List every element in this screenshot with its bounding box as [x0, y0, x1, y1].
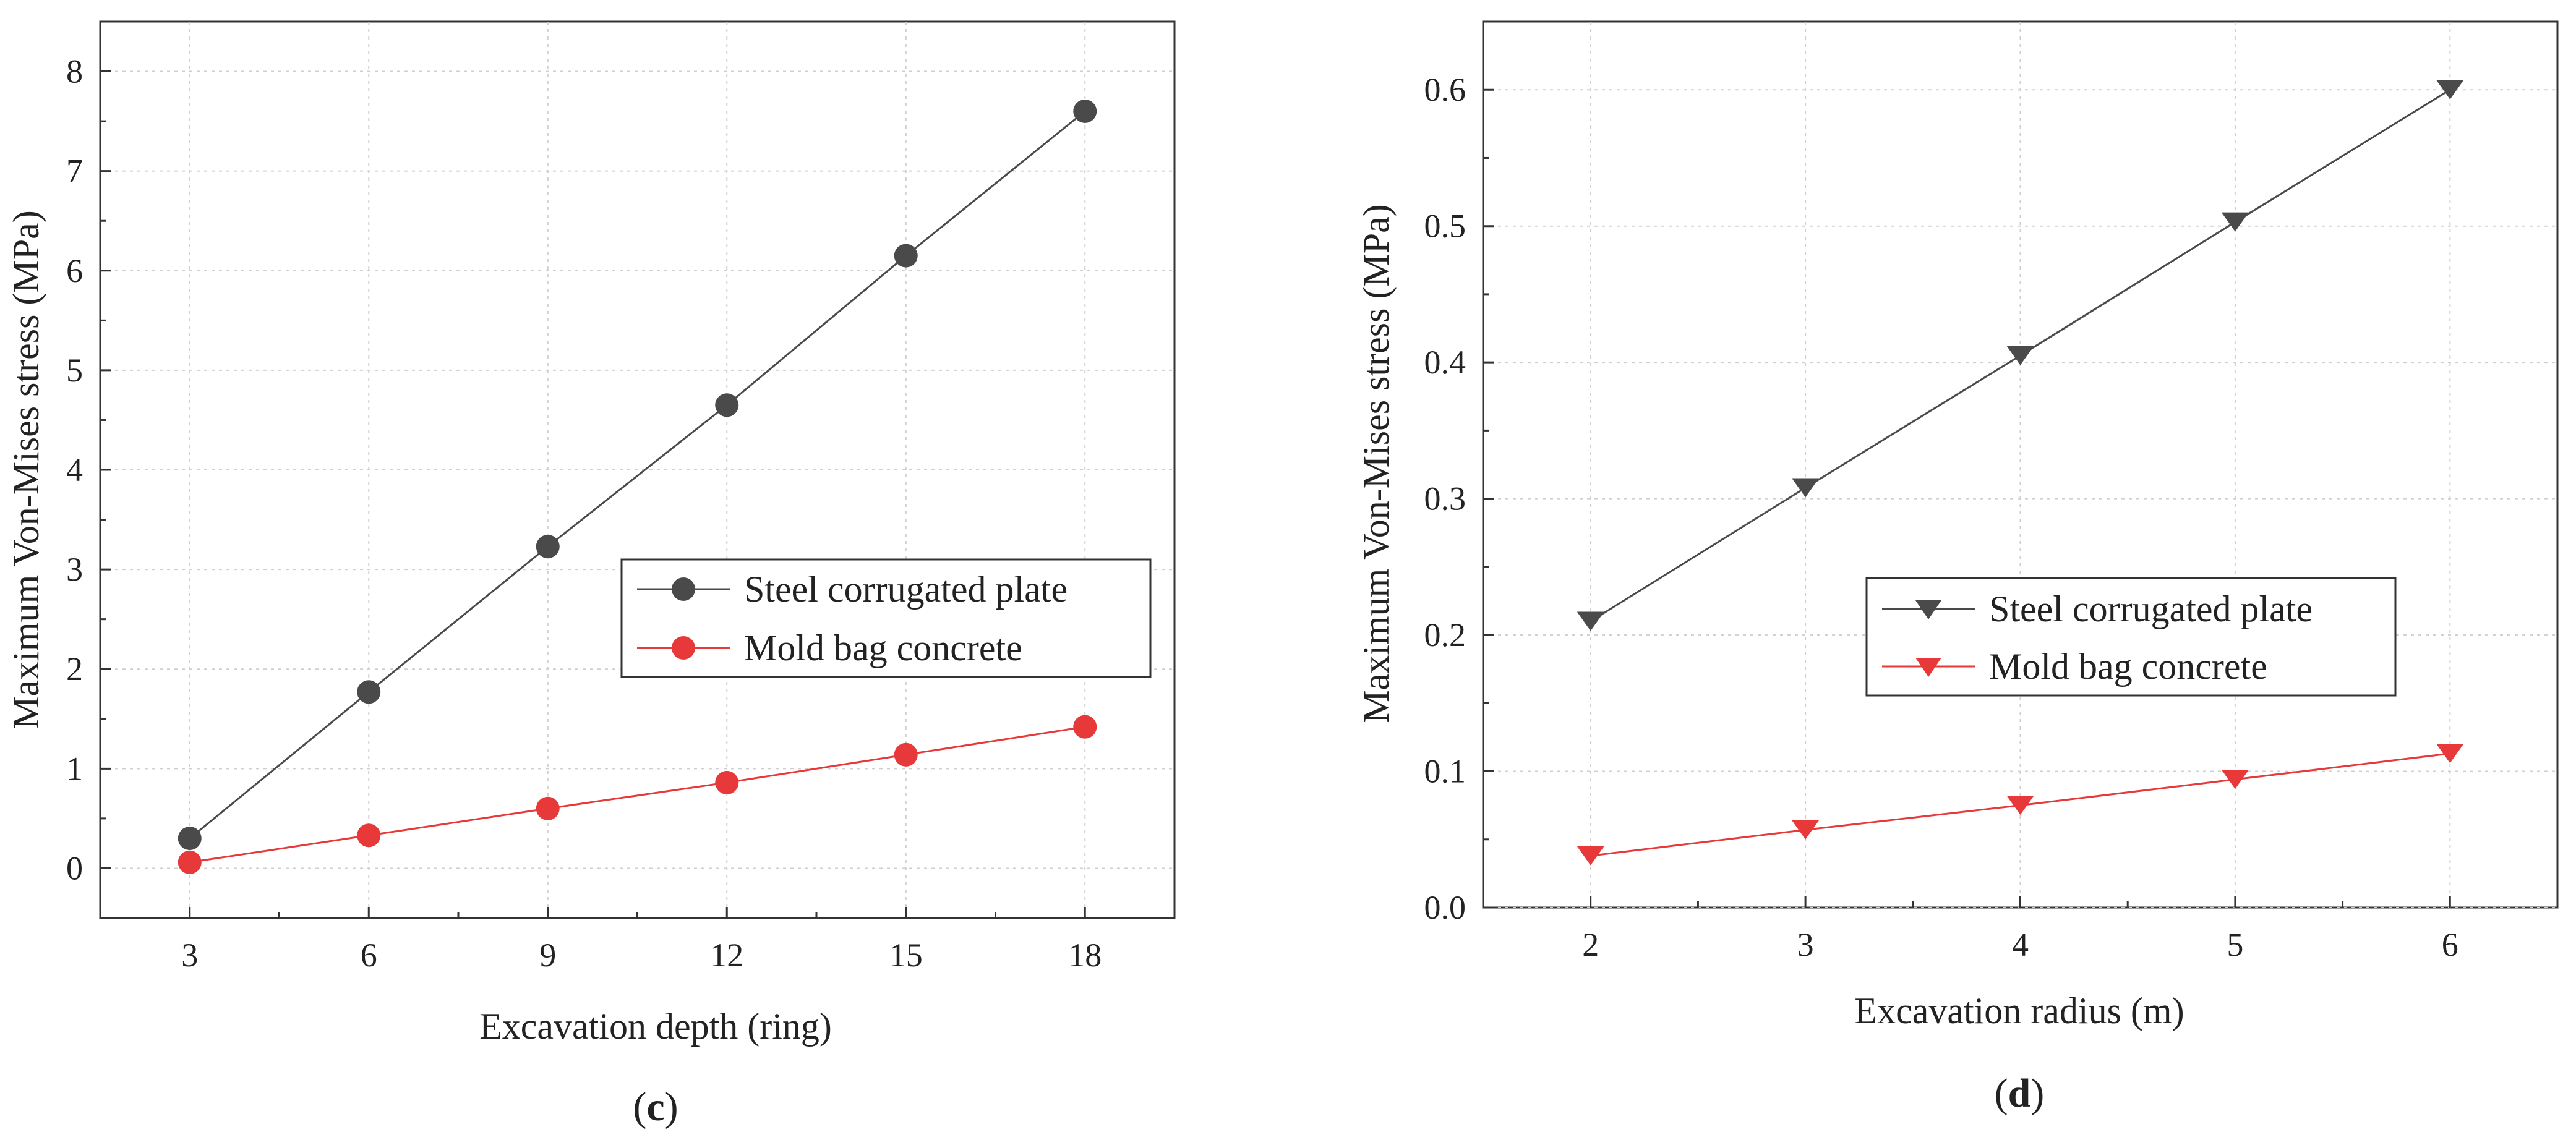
x-axis-title-d: Excavation radius (m): [1854, 990, 2184, 1031]
legend-label-steel-d: Steel corrugated plate: [1989, 589, 2313, 629]
data-point-steel-corrugated-plate: [536, 535, 560, 559]
y-tick-label: 0.0: [1424, 889, 1466, 926]
x-tick-label: 2: [1582, 926, 1599, 963]
data-point-mold-bag-concrete: [1073, 715, 1097, 739]
series-line-mold-bag-concrete: [189, 726, 1085, 864]
data-point-mold-bag-concrete: [2006, 796, 2034, 815]
data-point-mold-bag-concrete: [357, 823, 381, 848]
x-tick-label: 3: [1797, 926, 1814, 963]
data-point-mold-bag-concrete: [178, 850, 202, 874]
data-point-mold-bag-concrete: [2436, 744, 2464, 764]
data-point-mold-bag-concrete: [1577, 846, 1604, 866]
data-point-steel-corrugated-plate: [2436, 80, 2464, 100]
legend-marker-mold-d: [1915, 658, 1941, 677]
series-layer-c: [178, 100, 1097, 874]
data-point-steel-corrugated-plate: [1792, 478, 1820, 498]
y-tick-label: 0.5: [1424, 208, 1466, 245]
y-tick-label: 0: [66, 849, 83, 887]
x-tick-label: 18: [1068, 937, 1102, 974]
x-tick-label: 12: [710, 937, 743, 974]
y-tick-label: 1: [66, 750, 83, 787]
data-point-steel-corrugated-plate: [178, 827, 202, 851]
x-axis-title-c: Excavation depth (ring): [479, 1006, 832, 1047]
data-point-steel-corrugated-plate: [357, 680, 381, 704]
legend-marker-steel-c: [672, 577, 695, 601]
svg-text:(c): (c): [633, 1084, 678, 1129]
plot-area-d: [1482, 20, 2559, 909]
x-tick-label: 6: [2442, 926, 2458, 963]
y-axis-title-d: Maximum Von-Mises stress (MPa): [1356, 204, 1397, 723]
y-tick-label: 0.1: [1424, 753, 1466, 790]
legend-label-mold-d: Mold bag concrete: [1989, 646, 2267, 687]
y-tick-label: 8: [66, 53, 83, 90]
series-line-steel-corrugated-plate: [189, 110, 1086, 840]
y-tick-label: 0.6: [1424, 71, 1466, 108]
data-point-steel-corrugated-plate: [1577, 611, 1604, 631]
y-tick-label: 0.3: [1424, 480, 1466, 517]
x-tick-label: 9: [539, 937, 556, 974]
x-tick-label: 6: [361, 937, 377, 974]
legend-box-c: [620, 558, 1152, 678]
y-tick-label: 0.2: [1424, 616, 1466, 653]
panel-label-d: (d): [1995, 1071, 2045, 1116]
y-tick-label: 7: [66, 153, 83, 190]
data-point-mold-bag-concrete: [715, 770, 739, 794]
chart-panel-d: 2 3 4 5 6 0.0 0.1 0.2 0.3 0.4 0.5 0.6 Excavation ra…: [1356, 20, 2559, 1116]
legend-label-mold-c: Mold bag concrete: [744, 627, 1022, 668]
x-tick-label: 3: [181, 937, 198, 974]
x-tick-label: 4: [2012, 926, 2029, 963]
y-tick-label: 4: [66, 451, 83, 488]
data-point-steel-corrugated-plate: [894, 244, 918, 268]
data-point-mold-bag-concrete: [894, 742, 918, 767]
y-axis-title-c: Maximum Von-Mises stress (MPa): [6, 210, 46, 729]
data-point-steel-corrugated-plate: [1073, 100, 1097, 123]
data-point-mold-bag-concrete: [2221, 770, 2249, 789]
panel-label-c: (c): [633, 1084, 678, 1129]
legend-box-d: [1865, 577, 2397, 697]
data-point-mold-bag-concrete: [1792, 820, 1820, 840]
data-point-steel-corrugated-plate: [2006, 346, 2034, 365]
axis-ticks-d: 2 3 4 5 6 0.0 0.1 0.2 0.3 0.4 0.5 0.6: [1424, 71, 2458, 963]
data-point-mold-bag-concrete: [536, 796, 560, 820]
legend-d: Steel corrugated plate Mold bag concrete: [1865, 577, 2397, 697]
legend-marker-steel-d: [1915, 600, 1941, 619]
legend-c: Steel corrugated plate Mold bag concrete: [620, 558, 1152, 678]
series-layer-d: [1577, 80, 2464, 866]
y-tick-label: 2: [66, 650, 83, 687]
legend-label-steel-c: Steel corrugated plate: [744, 569, 1068, 610]
legend-marker-mold-c: [672, 636, 695, 660]
x-tick-label: 15: [889, 937, 923, 974]
y-tick-label: 5: [66, 352, 83, 389]
svg-text:(d): (d): [1995, 1071, 2045, 1116]
y-tick-label: 6: [66, 252, 83, 289]
y-tick-label: 0.4: [1424, 344, 1466, 381]
y-tick-label: 3: [66, 551, 83, 588]
data-point-steel-corrugated-plate: [715, 393, 739, 417]
data-point-steel-corrugated-plate: [2221, 212, 2249, 232]
x-tick-label: 5: [2227, 926, 2243, 963]
